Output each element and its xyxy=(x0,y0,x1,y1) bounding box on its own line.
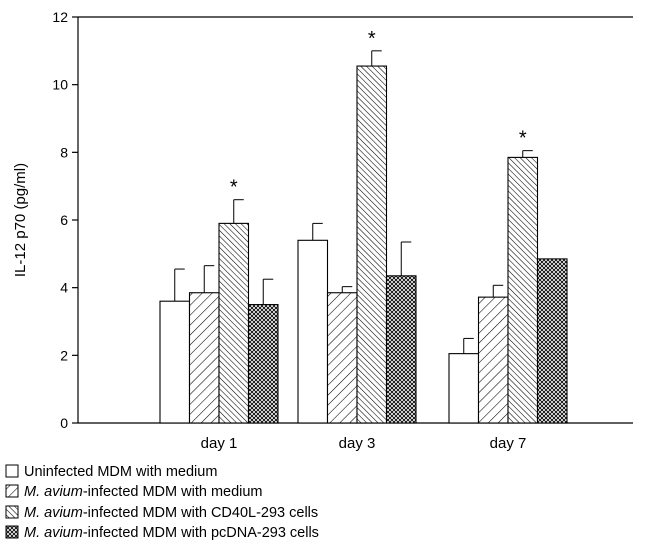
y-tick-label: 0 xyxy=(60,415,68,431)
y-ticks: 0 2 4 6 8 10 12 xyxy=(52,9,78,431)
bar xyxy=(326,292,358,424)
legend-label: M. avium-infected MDM with medium xyxy=(24,484,263,500)
bar xyxy=(247,304,279,424)
legend-swatch xyxy=(5,505,19,519)
legend-swatch xyxy=(5,525,19,539)
bar xyxy=(448,353,480,424)
bar xyxy=(218,222,250,424)
bar xyxy=(188,292,220,424)
y-tick-label: 4 xyxy=(60,280,68,296)
x-tick-labels: day 1 day 3 day 7 xyxy=(201,435,527,452)
significance-star: * xyxy=(230,177,238,199)
legend-swatch xyxy=(5,484,19,498)
y-tick-label: 12 xyxy=(52,9,68,25)
bar xyxy=(356,65,388,424)
y-axis: 0 2 4 6 8 10 12 xyxy=(52,9,79,431)
y-axis-title: IL-12 p70 (pg/ml) xyxy=(12,163,29,277)
bars xyxy=(159,65,568,424)
bar xyxy=(507,156,539,424)
x-tick-label: day 3 xyxy=(339,435,376,452)
legend-label: Uninfected MDM with medium xyxy=(24,464,217,480)
bar xyxy=(159,300,191,424)
y-tick-label: 10 xyxy=(52,77,68,93)
significance-star: * xyxy=(519,128,527,150)
legend-label: M. avium-infected MDM with pcDNA-293 cel… xyxy=(24,525,319,541)
legend-swatch xyxy=(5,464,19,478)
bar xyxy=(536,258,568,424)
y-tick-label: 2 xyxy=(60,347,68,363)
error-bars xyxy=(174,50,533,354)
x-tick-label: day 7 xyxy=(490,435,527,452)
y-tick-label: 6 xyxy=(60,212,68,228)
significance-markers: * * * xyxy=(230,28,527,199)
legend: Uninfected MDM with medium M. avium-infec… xyxy=(5,464,319,541)
x-tick-label: day 1 xyxy=(201,435,238,452)
legend-label: M. avium-infected MDM with CD40L-293 cel… xyxy=(24,505,318,521)
significance-star: * xyxy=(368,28,376,50)
y-tick-label: 8 xyxy=(60,144,68,160)
bar xyxy=(385,275,417,424)
bar xyxy=(297,239,329,424)
bar xyxy=(477,296,509,424)
